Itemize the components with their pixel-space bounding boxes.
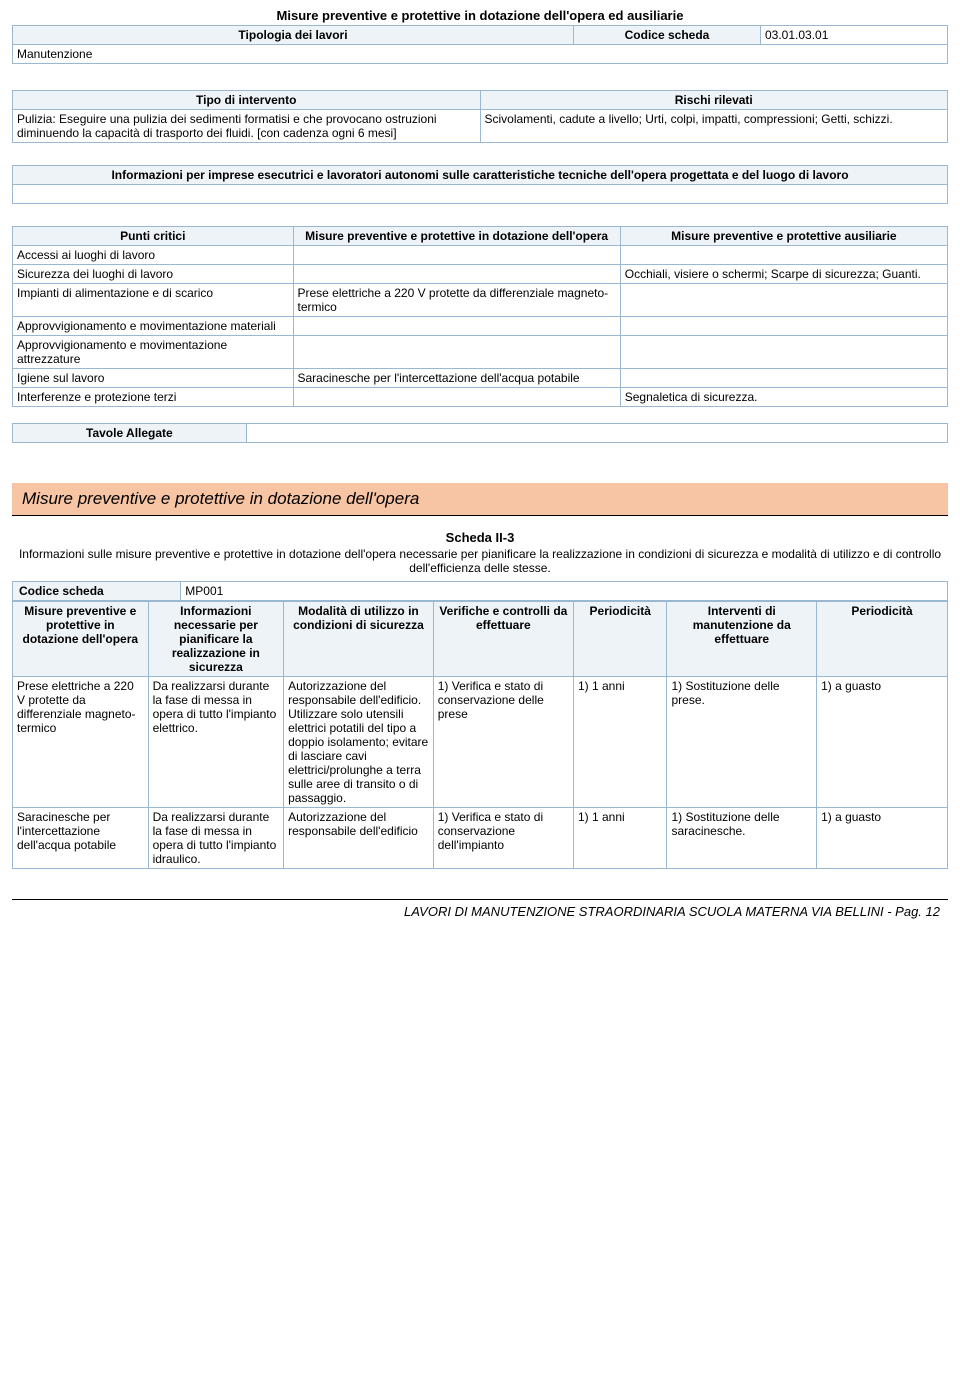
punti-hdr3: Misure preventive e protettive ausiliari… <box>620 227 947 246</box>
section-banner: Misure preventive e protettive in dotazi… <box>12 483 948 516</box>
punti-cell: Sicurezza dei luoghi di lavoro <box>13 265 294 284</box>
info-box-cell: Informazioni per imprese esecutrici e la… <box>13 166 948 185</box>
big-cell: 1) Sostituzione delle saracinesche. <box>667 808 817 869</box>
tipologia-label: Tipologia dei lavori <box>13 26 574 45</box>
punti-cell: Interferenze e protezione terzi <box>13 388 294 407</box>
big-hdr-c5: Periodicità <box>573 602 667 677</box>
codice-scheda2-table: Codice scheda MP001 <box>12 581 948 601</box>
big-cell: Prese elettriche a 220 V protette da dif… <box>13 677 149 808</box>
big-cell: 1) 1 anni <box>573 677 667 808</box>
tipo-intervento-hdr: Tipo di intervento <box>13 91 481 110</box>
punti-cell <box>620 317 947 336</box>
big-cell: 1) Verifica e stato di conservazione del… <box>433 808 573 869</box>
info-box-empty <box>13 185 948 204</box>
punti-hdr1: Punti critici <box>13 227 294 246</box>
punti-cell: Accessi ai luoghi di lavoro <box>13 246 294 265</box>
big-hdr-c3: Modalità di utilizzo in condizioni di si… <box>284 602 434 677</box>
punti-cell: Approvvigionamento e movimentazione attr… <box>13 336 294 369</box>
big-cell: 1) Verifica e stato di conservazione del… <box>433 677 573 808</box>
big-cell: 1) a guasto <box>817 808 948 869</box>
big-cell: 1) a guasto <box>817 677 948 808</box>
punti-cell: Prese elettriche a 220 V protette da dif… <box>293 284 620 317</box>
footer: LAVORI DI MANUTENZIONE STRAORDINARIA SCU… <box>12 899 948 927</box>
punti-table: Punti critici Misure preventive e protet… <box>12 226 948 407</box>
punti-cell: Segnaletica di sicurezza. <box>620 388 947 407</box>
punti-cell <box>293 317 620 336</box>
tavole-empty <box>246 424 947 443</box>
big-hdr-c2: Informazioni necessarie per pianificare … <box>148 602 284 677</box>
scheda2-desc: Informazioni sulle misure preventive e p… <box>12 547 948 575</box>
punti-cell <box>293 336 620 369</box>
punti-cell: Approvvigionamento e movimentazione mate… <box>13 317 294 336</box>
punti-cell <box>620 369 947 388</box>
tipologia-table: Tipologia dei lavori Codice scheda 03.01… <box>12 25 948 64</box>
tavole-label: Tavole Allegate <box>13 424 247 443</box>
codice-scheda2-value: MP001 <box>181 582 948 601</box>
scheda2-title: Scheda II-3 <box>12 530 948 545</box>
codice-scheda2-label: Codice scheda <box>13 582 181 601</box>
big-cell: 1) Sostituzione delle prese. <box>667 677 817 808</box>
big-hdr-c1: Misure preventive e protettive in dotazi… <box>13 602 149 677</box>
big-cell: Autorizzazione del responsabile dell'edi… <box>284 677 434 808</box>
tavole-table: Tavole Allegate <box>12 423 948 443</box>
big-cell: Autorizzazione del responsabile dell'edi… <box>284 808 434 869</box>
punti-cell: Saracinesche per l'intercettazione dell'… <box>293 369 620 388</box>
punti-hdr2: Misure preventive e protettive in dotazi… <box>293 227 620 246</box>
big-cell: Saracinesche per l'intercettazione dell'… <box>13 808 149 869</box>
big-cell: 1) 1 anni <box>573 808 667 869</box>
big-hdr-c6: Interventi di manutenzione da effettuare <box>667 602 817 677</box>
manutenzione-cell: Manutenzione <box>13 45 948 64</box>
punti-cell: Occhiali, visiere o schermi; Scarpe di s… <box>620 265 947 284</box>
punti-cell <box>293 388 620 407</box>
big-cell: Da realizzarsi durante la fase di messa … <box>148 808 284 869</box>
punti-cell <box>293 265 620 284</box>
punti-cell <box>620 284 947 317</box>
punti-cell: Impianti di alimentazione e di scarico <box>13 284 294 317</box>
info-box-table: Informazioni per imprese esecutrici e la… <box>12 165 948 204</box>
big-hdr-c4: Verifiche e controlli da effettuare <box>433 602 573 677</box>
top-title: Misure preventive e protettive in dotazi… <box>12 8 948 23</box>
rischi-text: Scivolamenti, cadute a livello; Urti, co… <box>480 110 948 143</box>
codice-scheda-value: 03.01.03.01 <box>761 26 948 45</box>
codice-scheda-label: Codice scheda <box>574 26 761 45</box>
intervento-table: Tipo di intervento Rischi rilevati Puliz… <box>12 90 948 143</box>
rischi-hdr: Rischi rilevati <box>480 91 948 110</box>
punti-cell <box>293 246 620 265</box>
big-cell: Da realizzarsi durante la fase di messa … <box>148 677 284 808</box>
punti-cell <box>620 246 947 265</box>
punti-cell <box>620 336 947 369</box>
big-table: Misure preventive e protettive in dotazi… <box>12 601 948 869</box>
footer-text: LAVORI DI MANUTENZIONE STRAORDINARIA SCU… <box>12 900 948 927</box>
big-hdr-c7: Periodicità <box>817 602 948 677</box>
punti-cell: Igiene sul lavoro <box>13 369 294 388</box>
tipo-intervento-text: Pulizia: Eseguire una pulizia dei sedime… <box>13 110 481 143</box>
